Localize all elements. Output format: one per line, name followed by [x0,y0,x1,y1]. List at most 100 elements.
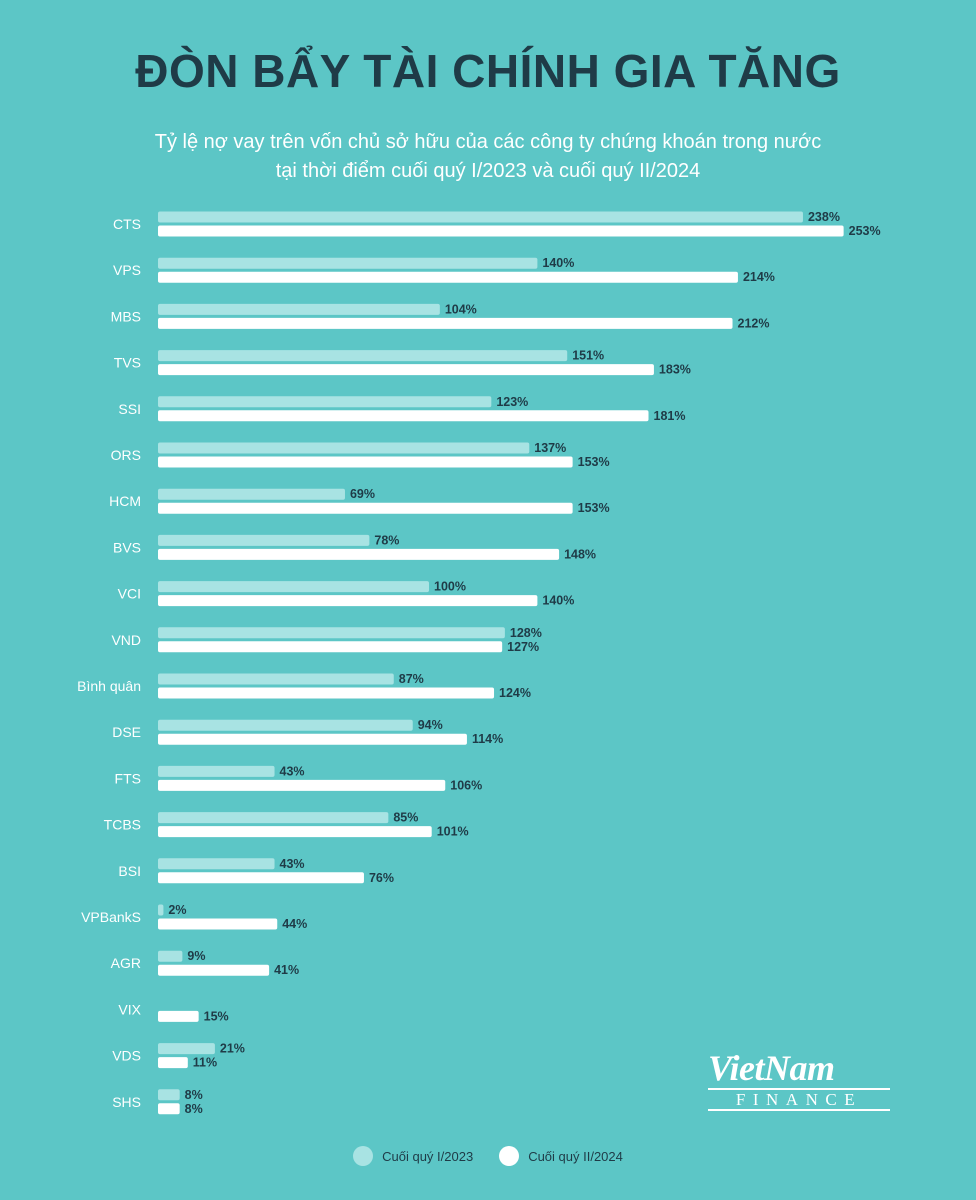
category-label-vnd: VND [111,632,141,648]
bar-fts-series-1 [158,765,275,777]
bar-vds-series-1 [158,1043,215,1055]
category-label-ors: ORS [111,447,141,463]
value-label-vci-series-1: 100% [434,580,466,594]
value-label-vix-series-2: 15% [204,1009,229,1023]
bar-vix-series-2 [158,1010,199,1022]
bar-hcm-series-2 [158,502,573,514]
bar-binh-quan-series-1 [158,673,394,685]
bar-vpbanks-series-2 [158,918,278,930]
category-label-mbs: MBS [111,308,141,324]
category-label-shs: SHS [112,1094,141,1110]
value-label-tvs-series-1: 151% [572,349,604,363]
bar-binh-quan-series-2 [158,687,495,699]
chart-subtitle: Tỷ lệ nợ vay trên vốn chủ sở hữu của các… [0,128,976,186]
bar-tcbs-series-2 [158,826,432,838]
value-label-vnd-series-2: 127% [507,640,539,654]
value-label-tvs-series-2: 183% [659,363,691,377]
bar-vci-series-1 [158,581,429,593]
bar-mbs-series-2 [158,317,733,329]
value-label-binh-quan-series-1: 87% [399,672,424,686]
value-label-ors-series-2: 153% [578,455,610,469]
category-label-vps: VPS [113,262,141,278]
value-label-fts-series-2: 106% [450,778,482,792]
bar-tvs-series-2 [158,364,654,376]
bar-fts-series-2 [158,779,446,791]
bar-ors-series-2 [158,456,573,468]
category-label-ssi: SSI [118,401,141,417]
bar-tcbs-series-1 [158,812,389,824]
value-label-hcm-series-1: 69% [350,487,375,501]
value-label-bsi-series-1: 43% [280,857,305,871]
bar-vpbanks-series-1 [158,904,164,916]
bar-vps-series-2 [158,271,738,283]
category-label-fts: FTS [115,770,141,786]
bar-ssi-series-1 [158,396,492,408]
chart-legend: Cuối quý I/2023 Cuối quý II/2024 [0,1146,976,1166]
category-label-agr: AGR [111,955,141,971]
value-label-dse-series-2: 114% [472,732,503,746]
bar-shs-series-1 [158,1089,180,1101]
bar-ssi-series-2 [158,410,649,422]
legend-swatch-series-2 [499,1146,520,1166]
value-label-bvs-series-1: 78% [374,533,399,547]
category-label-cts: CTS [113,216,141,232]
category-label-vds: VDS [112,1048,141,1064]
bar-shs-series-2 [158,1103,180,1115]
value-label-agr-series-1: 9% [187,949,205,963]
bar-cts-series-2 [158,225,844,237]
logo-sub-text: FINANCE [708,1088,890,1111]
value-label-shs-series-2: 8% [185,1102,203,1116]
bar-vnd-series-1 [158,627,505,639]
bar-bvs-series-1 [158,534,370,546]
value-label-tcbs-series-1: 85% [393,811,418,825]
bar-vps-series-1 [158,257,538,269]
value-label-shs-series-1: 8% [185,1088,203,1102]
vietnam-finance-logo: VietNam FINANCE [708,1050,898,1112]
value-label-vds-series-2: 11% [193,1056,217,1070]
value-label-cts-series-2: 253% [849,224,881,238]
bar-vnd-series-2 [158,641,503,653]
value-label-bvs-series-2: 148% [564,547,596,561]
value-label-binh-quan-series-2: 124% [499,686,531,700]
bar-vds-series-2 [158,1057,188,1069]
category-label-vix: VIX [118,1001,141,1017]
bar-tvs-series-1 [158,350,568,362]
bar-bvs-series-2 [158,548,560,560]
category-label-bvs: BVS [113,539,141,555]
category-label-bsi: BSI [118,863,141,879]
value-label-vpbanks-series-1: 2% [168,903,186,917]
bar-ors-series-1 [158,442,530,454]
category-label-hcm: HCM [109,493,141,509]
value-label-agr-series-2: 41% [274,963,299,977]
bar-agr-series-1 [158,950,183,962]
category-label-binh-quan: Bình quân [77,678,141,694]
subtitle-line-1: Tỷ lệ nợ vay trên vốn chủ sở hữu của các… [154,131,822,153]
legend-item-series-2: Cuối quý II/2024 [499,1146,623,1166]
bar-bsi-series-2 [158,872,364,884]
bar-agr-series-2 [158,964,270,976]
category-label-vci: VCI [118,586,141,602]
bar-bsi-series-1 [158,858,275,870]
value-label-fts-series-1: 43% [280,764,305,778]
value-label-tcbs-series-2: 101% [437,825,469,839]
bar-mbs-series-1 [158,303,440,315]
legend-label-series-1: Cuối quý I/2023 [382,1148,474,1164]
value-label-hcm-series-2: 153% [578,501,610,515]
value-label-vci-series-2: 140% [542,594,574,608]
category-label-dse: DSE [112,724,141,740]
subtitle-line-2: tại thời điểm cuối quý I/2023 và cuối qu… [275,160,701,182]
chart-title: ĐÒN BẨY TÀI CHÍNH GIA TĂNG [135,45,841,97]
category-label-vpbanks: VPBankS [81,909,141,925]
bar-cts-series-1 [158,211,803,223]
value-label-dse-series-1: 94% [418,718,443,732]
value-label-ssi-series-1: 123% [496,395,528,409]
value-label-mbs-series-1: 104% [445,302,477,316]
value-label-mbs-series-2: 212% [738,316,770,330]
legend-item-series-1: Cuối quý I/2023 [353,1146,473,1166]
bar-dse-series-2 [158,733,467,745]
value-label-vps-series-2: 214% [743,270,775,284]
category-label-tvs: TVS [114,355,141,371]
value-label-vnd-series-1: 128% [510,626,542,640]
logo-main-text: VietNam [708,1048,835,1088]
bar-chart: CTS 238% 253% VPS 140% 214% MBS 104% 212% TVS 151%… [77,210,881,1116]
